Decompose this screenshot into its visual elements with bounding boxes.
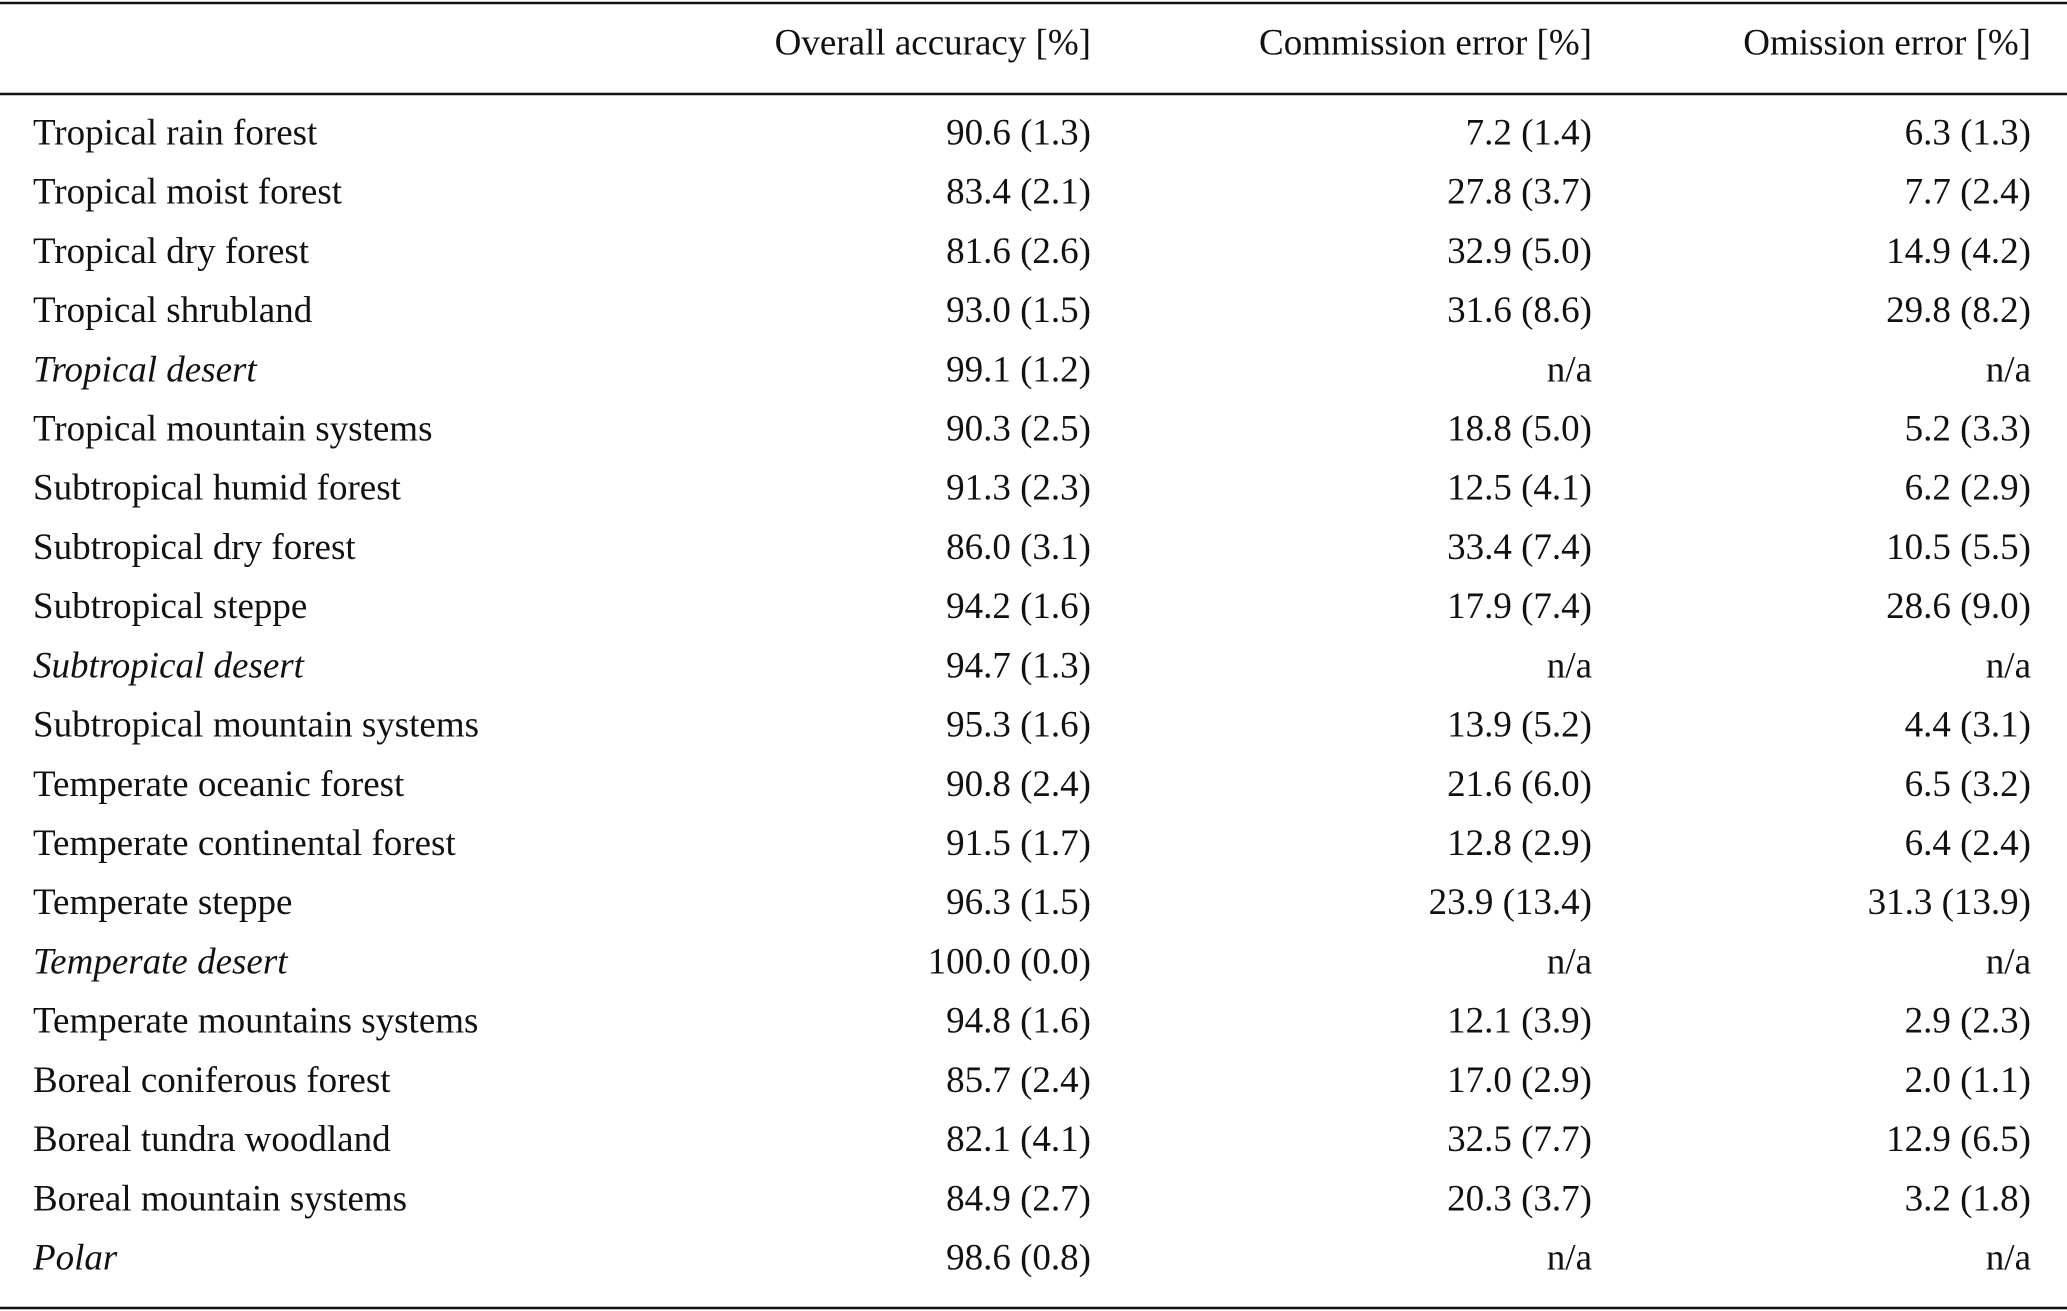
cell: 7.7 (2.4) xyxy=(1905,172,2031,213)
row-label: Subtropical steppe xyxy=(33,586,307,627)
cell: 98.6 (0.8) xyxy=(946,1237,1091,1278)
row-label: Subtropical mountain systems xyxy=(33,705,479,746)
row-label: Subtropical humid forest xyxy=(33,468,402,509)
cell: 32.9 (5.0) xyxy=(1447,231,1592,272)
column-header: Commission error [%] xyxy=(1259,22,1592,63)
row-label: Tropical mountain systems xyxy=(33,409,432,450)
cell: 90.6 (1.3) xyxy=(946,112,1091,153)
row-label: Tropical moist forest xyxy=(33,172,343,213)
cell: 12.9 (6.5) xyxy=(1886,1119,2031,1160)
row-label: Boreal mountain systems xyxy=(33,1178,407,1219)
cell: 6.4 (2.4) xyxy=(1905,823,2031,864)
cell: 99.1 (1.2) xyxy=(946,349,1091,390)
cell: n/a xyxy=(1986,645,2031,686)
row-label: Subtropical dry forest xyxy=(33,527,356,568)
cell: 6.2 (2.9) xyxy=(1905,468,2031,509)
row-label: Boreal coniferous forest xyxy=(33,1060,391,1101)
cell: n/a xyxy=(1986,1237,2031,1278)
cell: n/a xyxy=(1986,349,2031,390)
row-label: Temperate desert xyxy=(33,941,289,982)
cell: 20.3 (3.7) xyxy=(1447,1178,1592,1219)
row-label: Polar xyxy=(32,1237,118,1278)
cell: 100.0 (0.0) xyxy=(928,941,1091,982)
cell: 5.2 (3.3) xyxy=(1905,409,2031,450)
cell: 94.8 (1.6) xyxy=(946,1001,1091,1042)
cell: 4.4 (3.1) xyxy=(1905,705,2031,746)
cell: 84.9 (2.7) xyxy=(946,1178,1091,1219)
cell: 18.8 (5.0) xyxy=(1447,409,1592,450)
cell: 21.6 (6.0) xyxy=(1447,764,1592,805)
cell: 91.3 (2.3) xyxy=(946,468,1091,509)
cell: 33.4 (7.4) xyxy=(1447,527,1592,568)
cell: 90.8 (2.4) xyxy=(946,764,1091,805)
cell: 12.1 (3.9) xyxy=(1447,1001,1592,1042)
cell: 28.6 (9.0) xyxy=(1886,586,2031,627)
row-label: Tropical shrubland xyxy=(33,290,313,331)
cell: 81.6 (2.6) xyxy=(946,231,1091,272)
cell: 27.8 (3.7) xyxy=(1447,172,1592,213)
cell: 6.3 (1.3) xyxy=(1905,112,2031,153)
cell: 6.5 (3.2) xyxy=(1905,764,2031,805)
cell: 96.3 (1.5) xyxy=(946,882,1091,923)
cell: 94.2 (1.6) xyxy=(946,586,1091,627)
cell: 31.6 (8.6) xyxy=(1447,290,1592,331)
cell: 2.9 (2.3) xyxy=(1905,1001,2031,1042)
cell: 83.4 (2.1) xyxy=(946,172,1091,213)
cell: 31.3 (13.9) xyxy=(1868,882,2031,923)
cell: 23.9 (13.4) xyxy=(1429,882,1592,923)
row-label: Temperate oceanic forest xyxy=(33,764,405,805)
row-label: Temperate continental forest xyxy=(33,823,456,864)
cell: 17.9 (7.4) xyxy=(1447,586,1592,627)
cell: 29.8 (8.2) xyxy=(1886,290,2031,331)
cell: 10.5 (5.5) xyxy=(1886,527,2031,568)
cell: 2.0 (1.1) xyxy=(1905,1060,2031,1101)
cell: 86.0 (3.1) xyxy=(946,527,1091,568)
cell: 12.8 (2.9) xyxy=(1447,823,1592,864)
column-header: Overall accuracy [%] xyxy=(775,22,1091,63)
row-label: Subtropical desert xyxy=(33,645,306,686)
cell: n/a xyxy=(1547,1237,1592,1278)
cell: n/a xyxy=(1547,645,1592,686)
row-label: Temperate steppe xyxy=(33,882,292,923)
row-label: Temperate mountains systems xyxy=(33,1001,478,1042)
cell: 12.5 (4.1) xyxy=(1447,468,1592,509)
cell: 82.1 (4.1) xyxy=(946,1119,1091,1160)
cell: 94.7 (1.3) xyxy=(946,645,1091,686)
column-header: Omission error [%] xyxy=(1743,22,2031,63)
row-label: Boreal tundra woodland xyxy=(33,1119,391,1160)
row-label: Tropical desert xyxy=(33,349,258,390)
cell: n/a xyxy=(1547,941,1592,982)
row-label: Tropical rain forest xyxy=(33,112,318,153)
cell: 93.0 (1.5) xyxy=(946,290,1091,331)
cell: n/a xyxy=(1547,349,1592,390)
cell: 3.2 (1.8) xyxy=(1905,1178,2031,1219)
cell: 91.5 (1.7) xyxy=(946,823,1091,864)
cell: 17.0 (2.9) xyxy=(1447,1060,1592,1101)
row-label: Tropical dry forest xyxy=(33,231,310,272)
cell: 7.2 (1.4) xyxy=(1466,112,1592,153)
cell: 85.7 (2.4) xyxy=(946,1060,1091,1101)
cell: 14.9 (4.2) xyxy=(1886,231,2031,272)
cell: 90.3 (2.5) xyxy=(946,409,1091,450)
cell: 95.3 (1.6) xyxy=(946,705,1091,746)
cell: n/a xyxy=(1986,941,2031,982)
cell: 32.5 (7.7) xyxy=(1447,1119,1592,1160)
cell: 13.9 (5.2) xyxy=(1447,705,1592,746)
